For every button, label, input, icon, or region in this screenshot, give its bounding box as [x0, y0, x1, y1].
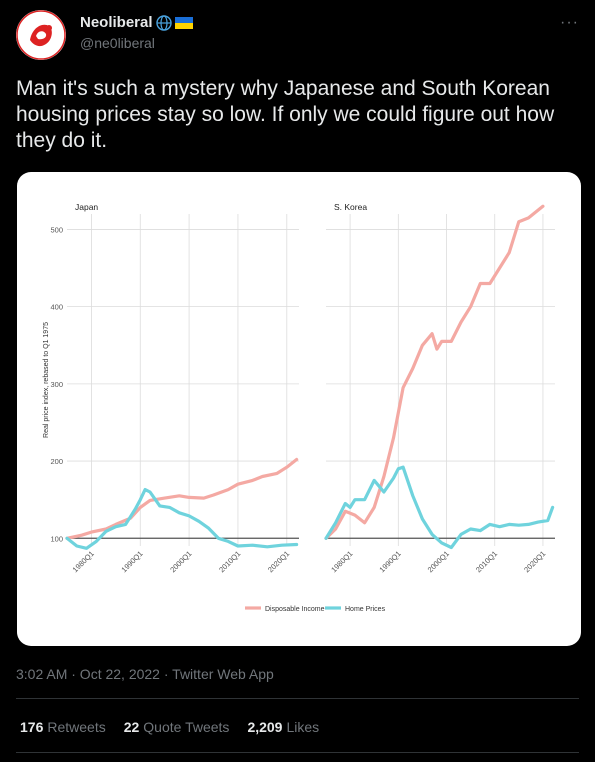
y-tick-label: 300 — [50, 380, 63, 389]
divider — [16, 698, 579, 699]
tweet-text: Man it's such a mystery why Japanese and… — [16, 77, 555, 152]
x-tick-label: 1990Q1 — [377, 549, 402, 574]
x-tick-label: 1990Q1 — [119, 549, 144, 574]
tweet-timestamp[interactable]: 3:02 AM · Oct 22, 2022 · Twitter Web App — [16, 666, 274, 682]
disposable-income-line — [65, 457, 299, 540]
display-name-row: Neoliberal — [80, 14, 193, 31]
x-tick-label: 2010Q1 — [217, 549, 242, 574]
x-tick-label: 1980Q1 — [71, 549, 96, 574]
more-icon[interactable]: ··· — [560, 14, 579, 31]
legend-label: Disposable Income — [265, 606, 325, 613]
retweets-label: Retweets — [47, 719, 106, 735]
globe-icon — [155, 14, 172, 31]
home-prices-line — [65, 488, 299, 550]
retweets-stat[interactable]: 176 Retweets — [20, 719, 106, 735]
user-handle[interactable]: @ne0liberal — [80, 35, 155, 51]
y-tick-label: 500 — [50, 225, 63, 234]
likes-count: 2,209 — [247, 719, 283, 735]
avatar[interactable] — [16, 10, 66, 60]
housing-chart: Real price index, rebased to Q1 1975 Japa… — [43, 202, 555, 613]
x-tick-label: 2010Q1 — [474, 549, 499, 574]
y-tick-label: 400 — [50, 303, 63, 312]
divider — [16, 752, 579, 753]
x-tick-label: 2000Q1 — [168, 549, 193, 574]
neoliberal-logo-icon — [16, 10, 66, 60]
panel-title: S. Korea — [334, 202, 367, 212]
x-tick-label: 2000Q1 — [426, 549, 451, 574]
quotes-stat[interactable]: 22 Quote Tweets — [124, 719, 230, 735]
ukraine-flag-icon — [174, 16, 193, 29]
likes-label: Likes — [286, 719, 320, 735]
y-tick-label: 100 — [50, 534, 63, 543]
home-prices-line — [324, 465, 555, 550]
display-name[interactable]: Neoliberal — [80, 14, 153, 31]
tweet-header: Neoliberal @ne0liberal ··· — [16, 10, 579, 60]
x-tick-label: 2020Q1 — [266, 549, 291, 574]
retweets-count: 176 — [20, 719, 44, 735]
panel-title: Japan — [75, 202, 98, 212]
tweet-stats: 176 Retweets 22 Quote Tweets 2,209 Likes — [20, 719, 319, 735]
y-tick-label: 200 — [50, 457, 63, 466]
tweet-media-chart[interactable]: Real price index, rebased to Q1 1975 Japa… — [17, 172, 581, 646]
x-tick-label: 2020Q1 — [522, 549, 547, 574]
quotes-count: 22 — [123, 719, 140, 735]
likes-stat[interactable]: 2,209 Likes — [247, 719, 319, 735]
x-tick-label: 1980Q1 — [329, 549, 354, 574]
disposable-income-line — [324, 204, 545, 540]
quotes-label: Quote Tweets — [143, 719, 230, 735]
y-axis-label: Real price index, rebased to Q1 1975 — [43, 322, 50, 438]
legend-label: Home Prices — [345, 606, 386, 613]
